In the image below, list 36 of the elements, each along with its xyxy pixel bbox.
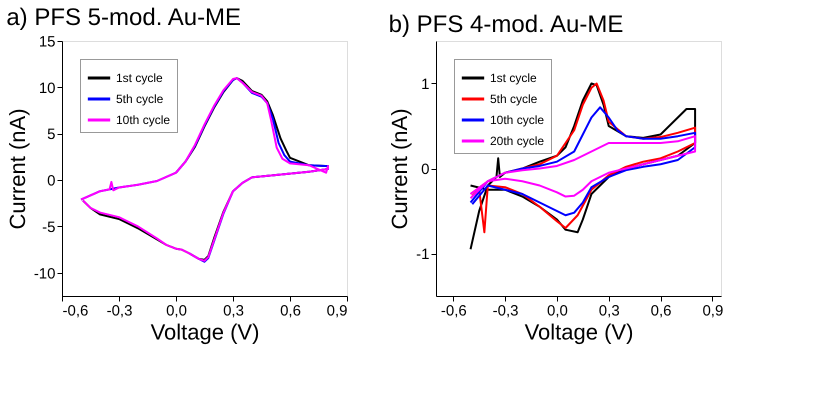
x-tick-label: 0,0 [546,302,568,320]
y-axis-title: Current (nA) [387,108,412,230]
legend-label: 10th cycle [116,113,170,127]
x-axis-title: Voltage (V) [524,320,634,344]
x-tick-label: 0,3 [223,302,244,320]
y-tick-label: 1 [421,76,430,93]
x-tick-label: 0,0 [166,302,187,320]
chart-title: b) PFS 4-mod. Au-ME [388,11,624,38]
x-tick-label: -0,6 [62,302,88,320]
legend-label: 1st cycle [116,71,164,85]
y-tick-label: 10 [38,80,56,97]
x-axis-title: Voltage (V) [150,320,260,344]
x-tick-label: -0,3 [492,302,519,320]
y-tick-label: -1 [416,246,430,263]
legend-label: 5th cycle [490,92,538,106]
line-series [470,135,696,200]
x-tick-label: -0,6 [440,302,467,320]
y-axis-title: Current (nA) [4,108,30,230]
line-series [470,106,696,216]
y-tick-label: 0 [47,172,56,190]
y-tick-label: 15 [38,34,56,50]
y-tick-label: -5 [42,218,56,236]
y-tick-label: 5 [47,126,56,144]
legend-label: 5th cycle [116,92,164,106]
legend-label: 20th cycle [490,134,544,148]
x-tick-label: 0,9 [702,302,724,320]
x-tick-label: 0,6 [650,302,672,320]
y-tick-label: 0 [421,161,430,178]
x-tick-label: 0,6 [280,302,301,320]
chart-title: a) PFS 5-mod. Au-ME [6,4,242,31]
x-tick-label: 0,9 [326,302,348,320]
legend-label: 1st cycle [490,71,538,85]
y-tick-label: -10 [34,265,56,282]
x-tick-label: -0,3 [106,302,132,320]
legend-label: 10th cycle [490,113,544,127]
x-tick-label: 0,3 [598,302,620,320]
